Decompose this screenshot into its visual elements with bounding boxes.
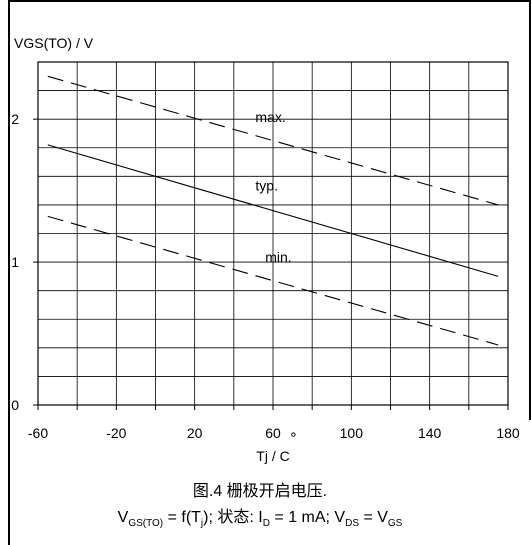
frame-left-border	[8, 0, 10, 545]
caption-vds-sub: DS	[345, 518, 359, 530]
caption-id-sub: D	[262, 518, 270, 530]
x-tick-label: 20	[187, 425, 203, 441]
figure-caption-conditions: VGS(TO) = f(Tj); 状态: ID = 1 mA; VDS = VG…	[10, 503, 510, 529]
series-label-typ: typ.	[255, 178, 278, 194]
frame-top-border	[8, 0, 531, 2]
x-axis-title: Tj / C	[256, 448, 289, 464]
series-label-min: min.	[265, 249, 291, 265]
caption-tj-sub: j	[200, 518, 204, 530]
caption-vgsto-sub: GS(TO)	[128, 518, 164, 530]
frame-right-border	[529, 0, 531, 420]
caption-eq2: = V	[359, 509, 388, 526]
y-tick-label: 1	[11, 254, 19, 270]
x-tick-label: 100	[340, 425, 364, 441]
series-line-min	[47, 215, 499, 346]
x-tick-label: 180	[496, 425, 520, 441]
series-label-max: max.	[255, 109, 285, 125]
caption-state: ); 状态: I	[203, 509, 263, 526]
x-tick-label: -20	[106, 425, 126, 441]
caption-eq: = f(T	[163, 509, 201, 526]
axis-ticks	[33, 118, 509, 410]
degree-symbol: ∘	[289, 426, 298, 442]
y-tick-label: 0	[11, 397, 19, 413]
caption-id-val: = 1 mA; V	[269, 509, 346, 526]
data-series: max. typ. min.	[47, 75, 499, 346]
x-tick-label: -60	[28, 425, 48, 441]
grid-lines	[38, 62, 508, 405]
y-tick-label: 2	[11, 111, 19, 127]
x-tick-label: 140	[418, 425, 442, 441]
series-line-max	[47, 75, 499, 206]
figure-caption-title: 图.4 栅极开启电压.	[192, 483, 328, 500]
caption-vgs-sub: GS	[387, 518, 403, 530]
series-line-typ	[47, 144, 499, 277]
caption-v: V	[117, 509, 129, 526]
y-axis-title: VGS(TO) / V	[14, 35, 94, 51]
tick-labels: -60 -20 20 60 100 140 180 0 1 2	[11, 111, 520, 441]
x-tick-label: 60	[265, 425, 281, 441]
